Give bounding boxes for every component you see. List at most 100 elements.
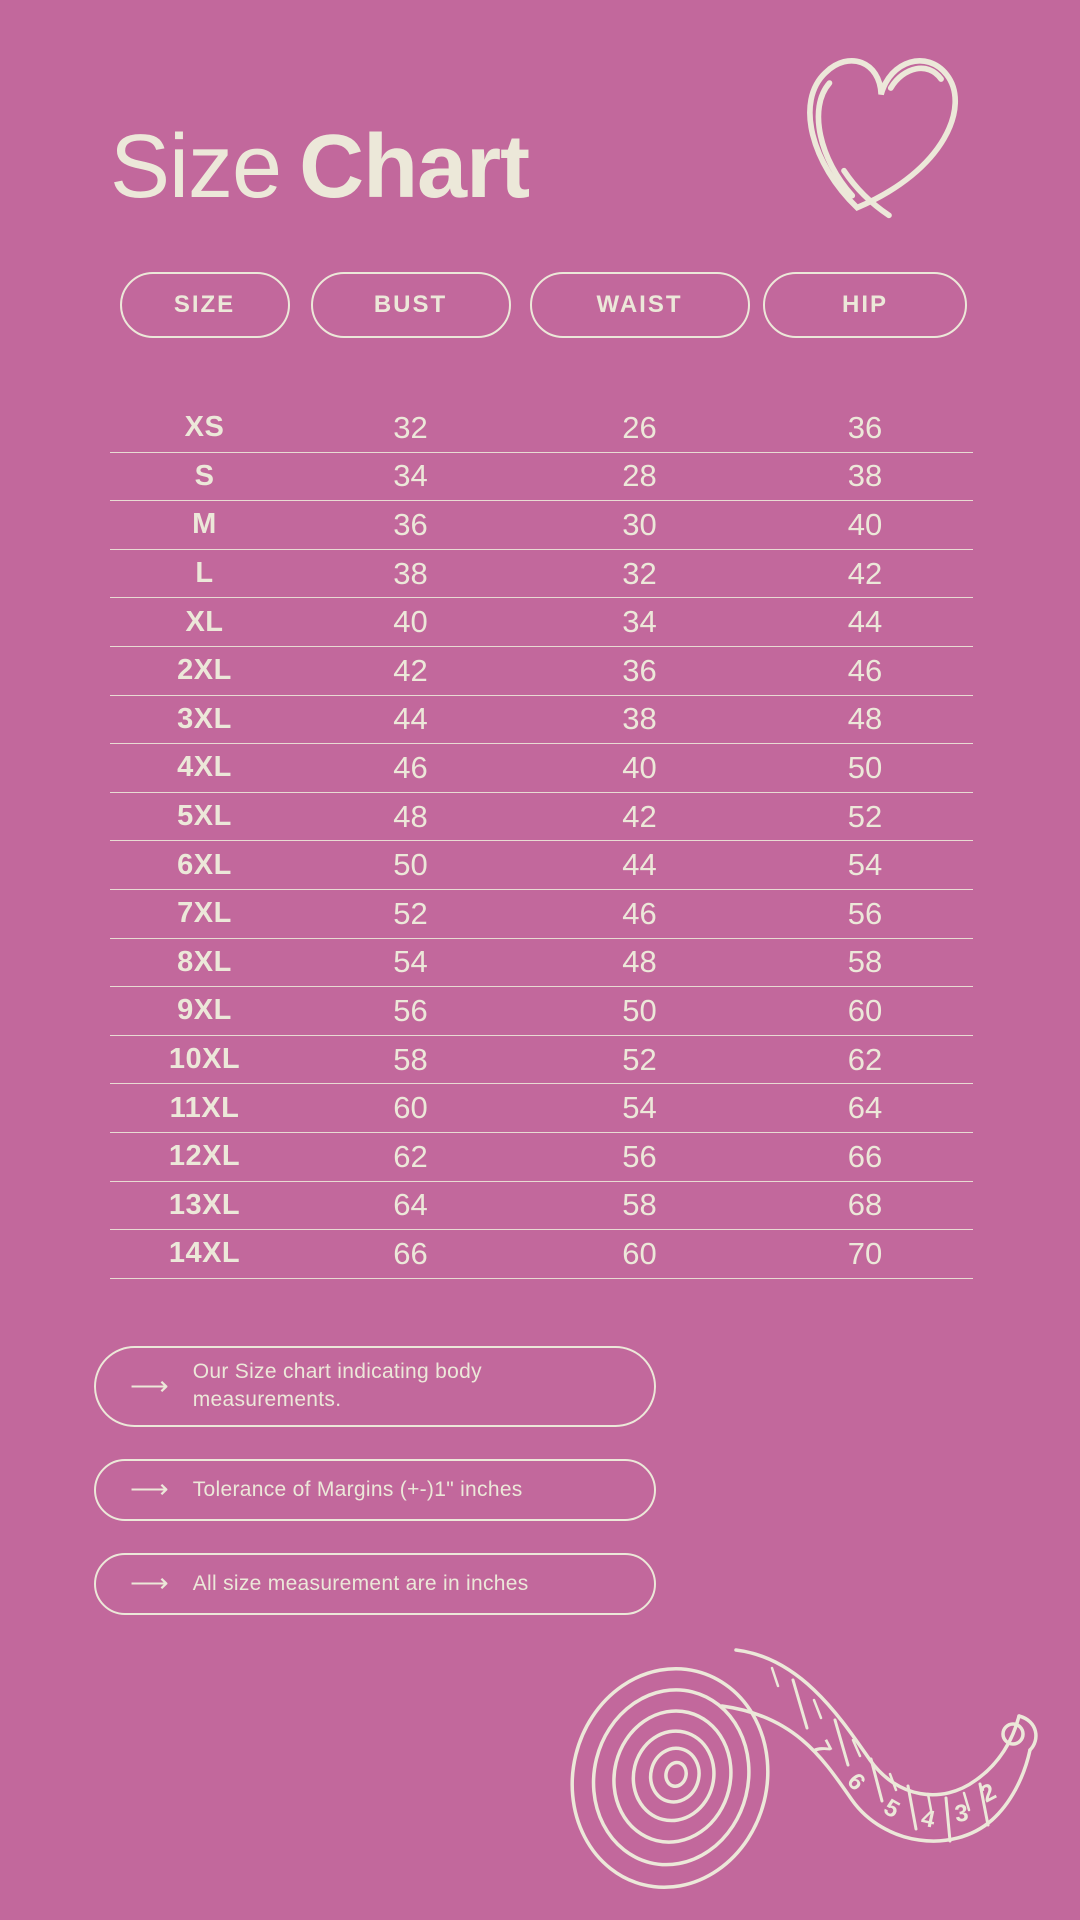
note-text: All size measurement are in inches — [192, 1571, 529, 1595]
bust-value: 40 — [393, 604, 428, 640]
hip-value: 58 — [847, 944, 883, 980]
bust-value: 44 — [393, 701, 428, 737]
svg-text:3: 3 — [953, 1799, 970, 1828]
table-row: M 36 30 40 — [110, 501, 973, 550]
size-label: L — [195, 557, 214, 590]
title-word-size: Size — [110, 117, 282, 217]
hip-value: 48 — [847, 701, 883, 737]
arrow-right-icon: ⟶ — [130, 1370, 169, 1401]
bust-value: 60 — [393, 1090, 428, 1126]
bust-value: 66 — [393, 1235, 428, 1271]
hip-value: 38 — [847, 458, 883, 494]
measuring-tape-illustration: 7 6 5 4 3 2 — [570, 1648, 1038, 1890]
hip-value: 54 — [847, 847, 883, 883]
waist-value: 40 — [622, 749, 657, 785]
table-row: L 38 32 42 — [110, 550, 973, 599]
hip-value: 50 — [847, 749, 883, 785]
bust-value: 52 — [393, 895, 428, 931]
size-label: 7XL — [177, 897, 232, 930]
table-row: 10XL 58 52 62 — [110, 1036, 973, 1085]
hip-value: 42 — [847, 555, 883, 591]
size-label: XS — [184, 411, 225, 444]
table-row: S 34 28 38 — [110, 453, 973, 502]
size-label: S — [194, 459, 215, 492]
waist-value: 54 — [622, 1090, 657, 1126]
size-table-body: XS 32 26 36 S 34 28 38 M 36 30 40 L 38 32 42 XL 40 34 44 2XL… — [110, 404, 973, 1279]
size-label: 2XL — [177, 654, 232, 687]
bust-value: 42 — [393, 652, 428, 688]
size-label: 11XL — [169, 1091, 240, 1124]
column-header-size: SIZE — [119, 272, 290, 338]
waist-value: 32 — [622, 555, 657, 591]
hip-value: 46 — [847, 652, 883, 688]
hip-value: 40 — [847, 506, 883, 542]
size-label: 14XL — [168, 1237, 241, 1270]
note-item: ⟶ Tolerance of Margins (+-)1" inches — [94, 1458, 656, 1521]
hip-value: 68 — [847, 1187, 883, 1223]
size-label: 5XL — [177, 800, 232, 833]
waist-value: 44 — [622, 847, 657, 883]
hip-value: 70 — [847, 1235, 883, 1271]
table-row: 7XL 52 46 56 — [110, 890, 973, 939]
table-row: 9XL 56 50 60 — [110, 987, 973, 1036]
hip-value: 44 — [847, 604, 883, 640]
size-label: XL — [185, 605, 224, 638]
size-label: 8XL — [177, 945, 232, 978]
waist-value: 36 — [622, 652, 657, 688]
waist-value: 28 — [622, 458, 657, 494]
title-word-chart: Chart — [299, 117, 530, 217]
bust-value: 34 — [393, 458, 428, 494]
hip-value: 56 — [847, 895, 883, 931]
table-row: 11XL 60 54 64 — [110, 1084, 973, 1133]
note-item: ⟶ All size measurement are in inches — [94, 1552, 656, 1615]
table-row: XS 32 26 36 — [110, 404, 973, 453]
table-header-row: SIZE BUST WAIST HIP — [110, 272, 973, 338]
waist-value: 50 — [622, 992, 657, 1028]
bust-value: 56 — [393, 992, 428, 1028]
table-row: 14XL 66 60 70 — [110, 1230, 973, 1279]
heart-icon — [807, 58, 958, 219]
table-row: 8XL 54 48 58 — [110, 939, 973, 988]
column-header-bust: BUST — [310, 272, 511, 338]
size-label: M — [192, 508, 217, 541]
waist-value: 58 — [622, 1187, 657, 1223]
table-row: 3XL 44 38 48 — [110, 696, 973, 745]
arrow-right-icon: ⟶ — [130, 1474, 169, 1505]
waist-value: 38 — [622, 701, 657, 737]
notes-list: ⟶ Our Size chart indicating body measurem… — [94, 1346, 656, 1647]
column-header-cell: BUST — [299, 272, 522, 338]
column-header-waist: WAIST — [529, 272, 750, 338]
waist-value: 42 — [622, 798, 657, 834]
size-label: 9XL — [177, 994, 232, 1027]
size-label: 13XL — [168, 1188, 241, 1221]
bust-value: 32 — [393, 409, 428, 445]
note-text: Tolerance of Margins (+-)1" inches — [192, 1477, 523, 1501]
bust-value: 62 — [393, 1138, 428, 1174]
column-header-hip: HIP — [763, 272, 967, 338]
page-title: Size Chart — [110, 116, 530, 219]
table-row: 4XL 46 40 50 — [110, 744, 973, 793]
waist-value: 48 — [622, 944, 657, 980]
note-text: Our Size chart indicating body measureme… — [192, 1360, 482, 1412]
svg-text:4: 4 — [919, 1804, 938, 1833]
table-row: XL 40 34 44 — [110, 598, 973, 647]
waist-value: 26 — [622, 409, 657, 445]
bust-value: 48 — [393, 798, 428, 834]
table-row: 5XL 48 42 52 — [110, 793, 973, 842]
waist-value: 34 — [622, 604, 657, 640]
table-row: 6XL 50 44 54 — [110, 841, 973, 890]
bust-value: 36 — [393, 506, 428, 542]
table-row: 12XL 62 56 66 — [110, 1133, 973, 1182]
waist-value: 60 — [622, 1235, 657, 1271]
column-header-cell: SIZE — [110, 272, 299, 338]
waist-value: 30 — [622, 506, 657, 542]
waist-value: 56 — [622, 1138, 657, 1174]
waist-value: 52 — [622, 1041, 657, 1077]
size-label: 3XL — [177, 702, 232, 735]
hip-value: 66 — [847, 1138, 883, 1174]
bust-value: 54 — [393, 944, 428, 980]
hip-value: 36 — [847, 409, 883, 445]
arrow-right-icon: ⟶ — [130, 1568, 169, 1599]
hip-value: 64 — [847, 1090, 883, 1126]
